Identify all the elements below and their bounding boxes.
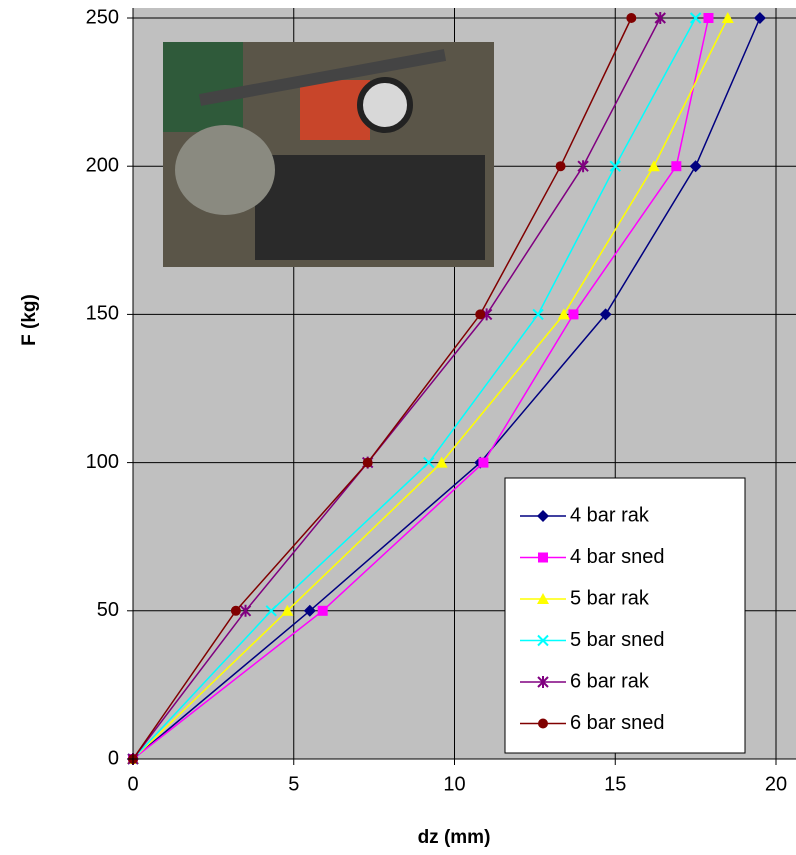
y-tick-label: 50 bbox=[97, 599, 119, 621]
marker bbox=[478, 458, 488, 468]
marker bbox=[671, 161, 681, 171]
legend-label: 5 bar sned bbox=[570, 629, 665, 651]
photo-part bbox=[175, 125, 275, 215]
marker bbox=[363, 458, 373, 468]
legend-label: 6 bar rak bbox=[570, 670, 650, 692]
x-tick-label: 20 bbox=[765, 773, 787, 795]
marker bbox=[231, 606, 241, 616]
legend-label: 5 bar rak bbox=[570, 587, 650, 609]
y-tick-label: 0 bbox=[108, 747, 119, 769]
photo-part bbox=[163, 42, 243, 132]
legend-label: 4 bar sned bbox=[570, 546, 665, 568]
x-tick-label: 15 bbox=[604, 773, 626, 795]
y-axis-label: F (kg) bbox=[19, 294, 40, 346]
marker bbox=[568, 309, 578, 319]
x-tick-label: 10 bbox=[443, 773, 465, 795]
marker bbox=[538, 719, 548, 729]
marker bbox=[626, 13, 636, 23]
x-tick-label: 5 bbox=[288, 773, 299, 795]
marker bbox=[318, 606, 328, 616]
marker bbox=[475, 309, 485, 319]
marker bbox=[703, 13, 713, 23]
y-tick-label: 200 bbox=[86, 154, 119, 176]
marker bbox=[538, 553, 548, 563]
legend-label: 6 bar sned bbox=[570, 712, 665, 734]
page: F (kg) dz (mm) 0 50 100 150 200 250 0 5 10 15 20 4 … bbox=[0, 0, 796, 855]
photo-part bbox=[255, 155, 485, 260]
y-tick-label: 100 bbox=[86, 451, 119, 473]
marker bbox=[556, 161, 566, 171]
chart: F (kg) dz (mm) 0 50 100 150 200 250 0 5 10 15 20 4 … bbox=[0, 0, 796, 855]
x-axis-label: dz (mm) bbox=[418, 827, 491, 848]
photo bbox=[163, 42, 494, 267]
y-tick-label: 250 bbox=[86, 6, 119, 28]
legend-label: 4 bar rak bbox=[570, 504, 650, 526]
y-tick-label: 150 bbox=[86, 303, 119, 325]
x-tick-label: 0 bbox=[127, 773, 138, 795]
photo-part bbox=[360, 80, 410, 130]
